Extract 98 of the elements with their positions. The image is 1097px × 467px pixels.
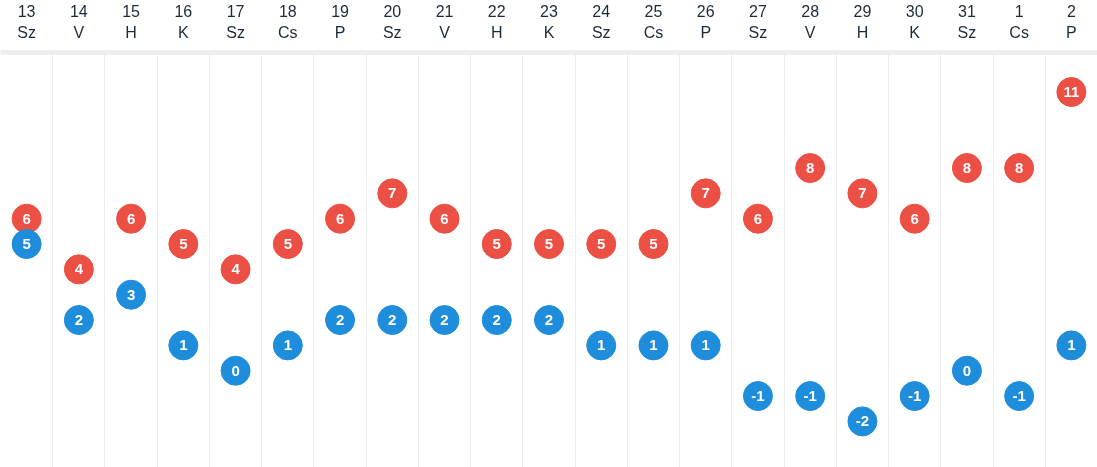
point	[951, 355, 982, 386]
x-tick-label: 15 H	[122, 3, 141, 41]
data-label: 5	[649, 235, 658, 253]
point	[690, 178, 721, 209]
data-label: 6	[910, 209, 919, 227]
data-label: 5	[283, 235, 292, 253]
data-label: -2	[855, 412, 870, 430]
data-label: -1	[803, 387, 817, 405]
point	[63, 305, 94, 336]
x-tick-label: 30 K	[905, 3, 924, 41]
point	[481, 305, 512, 336]
data-label: 2	[335, 311, 345, 329]
point	[429, 203, 460, 234]
data-label: 2	[440, 311, 449, 329]
point	[429, 305, 460, 336]
point	[11, 229, 42, 260]
data-label: 1	[179, 336, 188, 354]
x-tick-label: 18 Cs	[278, 3, 298, 41]
data-label: 0	[962, 361, 972, 379]
point	[168, 330, 199, 361]
data-label: 6	[440, 209, 449, 227]
point	[534, 229, 564, 260]
point	[534, 305, 564, 336]
x-tick-label: 28 V	[801, 3, 820, 41]
point	[377, 305, 408, 336]
data-label: 5	[544, 235, 554, 253]
x-tick-label: 13 Sz	[17, 3, 36, 41]
point	[690, 330, 721, 361]
x-tick-label: 17 Sz	[226, 3, 245, 41]
point	[377, 178, 408, 209]
x-tick-label: 27 Sz	[748, 3, 768, 41]
point	[116, 279, 147, 310]
point	[220, 254, 251, 285]
data-label: 8	[962, 159, 972, 177]
data-label: 4	[74, 260, 84, 278]
data-label: 6	[335, 209, 345, 227]
data-label: 8	[1014, 159, 1024, 177]
data-label: 7	[388, 184, 397, 202]
point	[63, 254, 94, 285]
data-label: -1	[908, 387, 922, 405]
data-label: 3	[126, 285, 136, 303]
data-label: 2	[74, 311, 84, 329]
point	[638, 229, 669, 260]
point	[116, 203, 147, 234]
data-label: 8	[806, 159, 815, 177]
point	[795, 153, 826, 183]
data-label: 1	[701, 336, 710, 354]
data-label: 2	[388, 311, 397, 329]
data-label: 6	[22, 209, 31, 227]
x-tick-label: 23 K	[540, 3, 558, 41]
x-tick-label: 25 Cs	[643, 3, 664, 41]
point	[1004, 153, 1035, 183]
point	[168, 229, 199, 260]
x-tick-label: 1 Cs	[1009, 3, 1029, 41]
point	[951, 153, 982, 183]
point	[586, 330, 617, 361]
x-tick-label: 14 V	[69, 3, 88, 41]
point	[272, 229, 303, 260]
point	[638, 330, 669, 361]
data-label: 0	[231, 361, 240, 379]
x-tick-label: 29 H	[853, 3, 872, 41]
point	[586, 229, 617, 260]
data-label: 1	[597, 336, 606, 354]
data-label: 7	[858, 184, 867, 202]
data-label: 1	[1067, 336, 1076, 354]
point	[481, 229, 512, 260]
point	[899, 203, 930, 234]
data-label: 4	[231, 260, 241, 278]
data-label: 7	[701, 184, 710, 202]
data-label: 11	[1063, 83, 1080, 101]
point	[272, 330, 303, 361]
data-label: 6	[753, 209, 763, 227]
x-tick-label: 20 Sz	[382, 3, 402, 41]
x-tick-label: 24 Sz	[591, 3, 611, 41]
data-label: 5	[492, 235, 501, 253]
x-tick-label: 31 Sz	[957, 3, 977, 41]
x-tick-label: 21 V	[435, 3, 454, 41]
data-label: 2	[492, 311, 501, 329]
x-tick-label: 22 H	[487, 3, 506, 41]
data-label: 5	[597, 235, 606, 253]
point	[847, 178, 878, 209]
x-tick-label: 2 P	[1066, 3, 1077, 41]
x-tick-label: 26 P	[696, 3, 715, 41]
data-label: 1	[283, 336, 292, 354]
data-label: 5	[179, 235, 188, 253]
data-label: 1	[649, 336, 658, 354]
point	[325, 305, 356, 336]
data-label: 2	[544, 311, 554, 329]
data-label: -1	[751, 387, 765, 405]
x-tick-label: 19 P	[331, 3, 350, 41]
point	[220, 355, 251, 386]
point	[742, 203, 773, 234]
point	[1056, 330, 1087, 361]
data-label: 6	[126, 209, 136, 227]
data-label: 5	[22, 235, 31, 253]
point	[325, 203, 356, 234]
data-label: -1	[1012, 387, 1026, 405]
x-tick-label: 16 K	[174, 3, 193, 41]
